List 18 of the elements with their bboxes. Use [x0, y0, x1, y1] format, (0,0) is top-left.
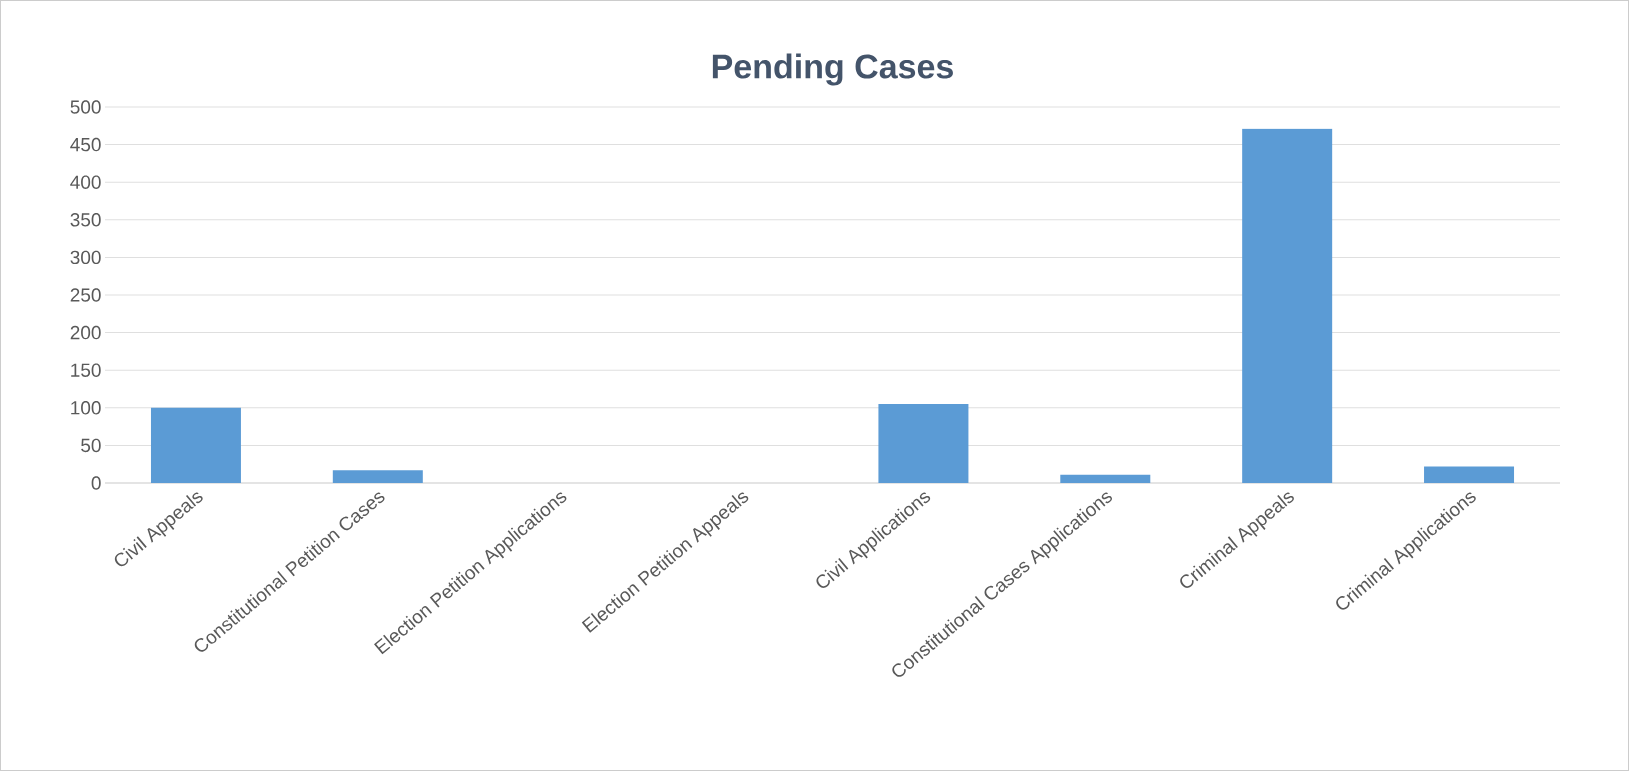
bar [1424, 466, 1515, 483]
y-tick-label: 250 [70, 288, 101, 302]
bar [332, 470, 423, 483]
y-tick-label: 50 [81, 438, 101, 453]
y-tick-label: 500 [70, 100, 101, 114]
y-tick-label: 300 [70, 250, 101, 265]
bar [1242, 128, 1333, 483]
y-tick-label: 350 [70, 213, 101, 227]
bar [1060, 474, 1151, 483]
y-tick-label: 200 [70, 325, 101, 340]
y-tick-label: 400 [70, 175, 101, 189]
y-tick-label: 150 [71, 363, 101, 377]
bar [878, 404, 969, 483]
bar [150, 407, 241, 483]
y-tick-label: 0 [91, 476, 101, 490]
chart-title: Pending Cases [712, 53, 953, 86]
y-tick-label: 100 [71, 401, 101, 415]
y-tick-label: 450 [70, 137, 101, 152]
